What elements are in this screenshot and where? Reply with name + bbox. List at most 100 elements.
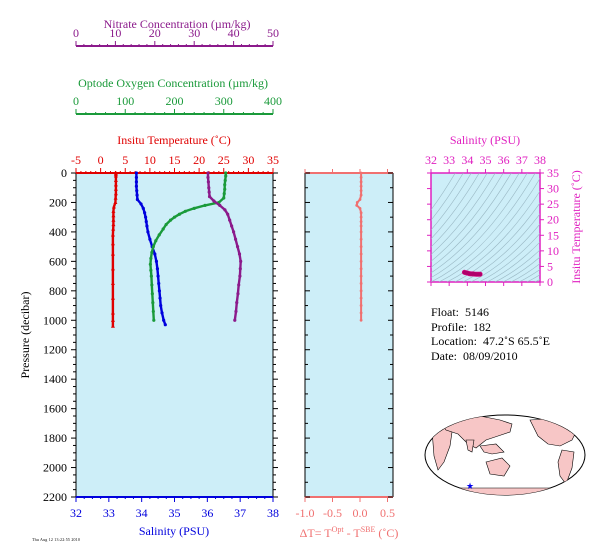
salinity-point [157, 281, 161, 286]
ts-y-tick-label: 35 [547, 166, 559, 180]
nitrate-point [218, 203, 222, 207]
nitrate-point [207, 186, 211, 190]
oxygen-tick-label: 300 [215, 94, 233, 108]
temperature-point [113, 173, 118, 178]
dt-point [358, 206, 362, 210]
temperature-tick-label: 35 [267, 153, 279, 167]
dt-point [359, 211, 363, 215]
float-label: Float: [431, 305, 460, 319]
oxygen-point [168, 218, 173, 222]
ts-x-tick-label: 35 [480, 153, 492, 167]
oxygen-point [223, 178, 227, 182]
oxygen-tick-label: 400 [264, 94, 282, 108]
ts-y-tick-label: 10 [547, 244, 559, 258]
temperature-point [110, 281, 115, 286]
dt-point [359, 296, 363, 300]
nitrate-point [206, 171, 210, 175]
temperature-point [111, 226, 116, 231]
temperature-tick-label: 5 [122, 153, 128, 167]
dt-point [359, 224, 363, 228]
salinity-point [141, 206, 145, 210]
salinity-point [144, 220, 148, 224]
oxygen-point [223, 187, 227, 191]
oxygen-point [183, 209, 187, 213]
oxygen-point [172, 215, 177, 219]
dt-point [358, 198, 362, 201]
dt-axis-label-mid: - T [344, 526, 362, 540]
temperature-point [111, 209, 116, 213]
oxygen-point [224, 174, 228, 178]
temperature-tick-label: 20 [193, 153, 205, 167]
dt-panel-background [305, 173, 393, 497]
salinity-point [163, 323, 167, 327]
salinity-point [143, 211, 147, 215]
oxygen-point [151, 309, 155, 314]
nitrate-tick-label: 30 [188, 26, 200, 40]
oxygen-point [157, 233, 161, 237]
temperature-tick-label: 0 [98, 153, 104, 167]
ts-density-contour [431, 173, 496, 255]
ts-y-tick-label: 30 [547, 182, 559, 196]
temperature-point [113, 187, 118, 191]
pressure-tick-label: 0 [61, 166, 67, 180]
oxygen-point [150, 292, 154, 296]
dt-point [359, 252, 363, 256]
ts-density-contour [486, 241, 540, 282]
salinity-axis-label: Salinity (PSU) [139, 524, 209, 538]
oxygen-point [224, 171, 228, 175]
nitrate-point [233, 237, 238, 241]
oxygen-point [151, 301, 155, 305]
salinity-point [155, 267, 160, 271]
ts-points [461, 269, 483, 277]
oxygen-point [177, 212, 182, 216]
ts-density-contour [431, 173, 504, 262]
pressure-tick-label: 600 [49, 254, 67, 268]
oxygen-point [148, 262, 152, 266]
salinity-point [160, 311, 164, 315]
salinity-point [159, 303, 163, 308]
ts-density-contour [431, 173, 528, 279]
dt-axis-label-sup2: SBE [361, 525, 376, 534]
ts-density-contour [470, 223, 540, 282]
nitrate-point [206, 175, 210, 180]
date-label: Date: [431, 348, 457, 363]
dt-point [359, 220, 363, 224]
dt-tick-label: 0.0 [353, 506, 368, 520]
dt-point [359, 171, 363, 175]
temperature-point [110, 232, 115, 237]
nitrate-point [233, 318, 237, 322]
nitrate-tick-label: 0 [73, 26, 79, 40]
float-row: Float: 5146 [431, 305, 550, 320]
dt-point [359, 215, 363, 219]
ts-density-contour [431, 173, 472, 231]
temperature-point [110, 295, 115, 300]
dt-axis-label: ΔT= TOpt - TSBE (˚C) [300, 525, 399, 540]
nitrate-point [207, 190, 211, 194]
oxygen-point [151, 245, 155, 249]
ts-x-tick-label: 37 [516, 153, 528, 167]
profile-lines [110, 170, 243, 328]
world-map: ★ [424, 414, 586, 496]
nitrate-point [234, 309, 238, 314]
dt-axes: -1.0 -0.5 0.0 0.5 [296, 169, 395, 520]
float-location-marker: ★ [466, 481, 474, 491]
ts-y-tick-label: 20 [547, 213, 559, 227]
pressure-tick-label: 200 [49, 195, 67, 209]
nitrate-point [235, 301, 239, 305]
pressure-tick-label: 800 [49, 284, 67, 298]
dt-point [359, 267, 363, 271]
ts-density-contour [510, 263, 540, 282]
dt-axis-label-unit: (˚C) [375, 526, 398, 540]
ts-density-contour [502, 256, 540, 282]
salinity-point [134, 171, 139, 175]
ts-y-tick-label: 15 [547, 228, 559, 242]
nitrate-point [236, 292, 240, 296]
ts-density-contour [494, 249, 540, 282]
nitrate-point [228, 218, 232, 222]
ts-density-contour [518, 269, 540, 282]
nitrate-tick-label: 20 [149, 26, 161, 40]
salinity-tick-label: 34 [136, 506, 148, 520]
dt-point [359, 180, 363, 184]
profile-row: Profile: 182 [431, 320, 550, 335]
salinity-tick-label: 33 [103, 506, 115, 520]
